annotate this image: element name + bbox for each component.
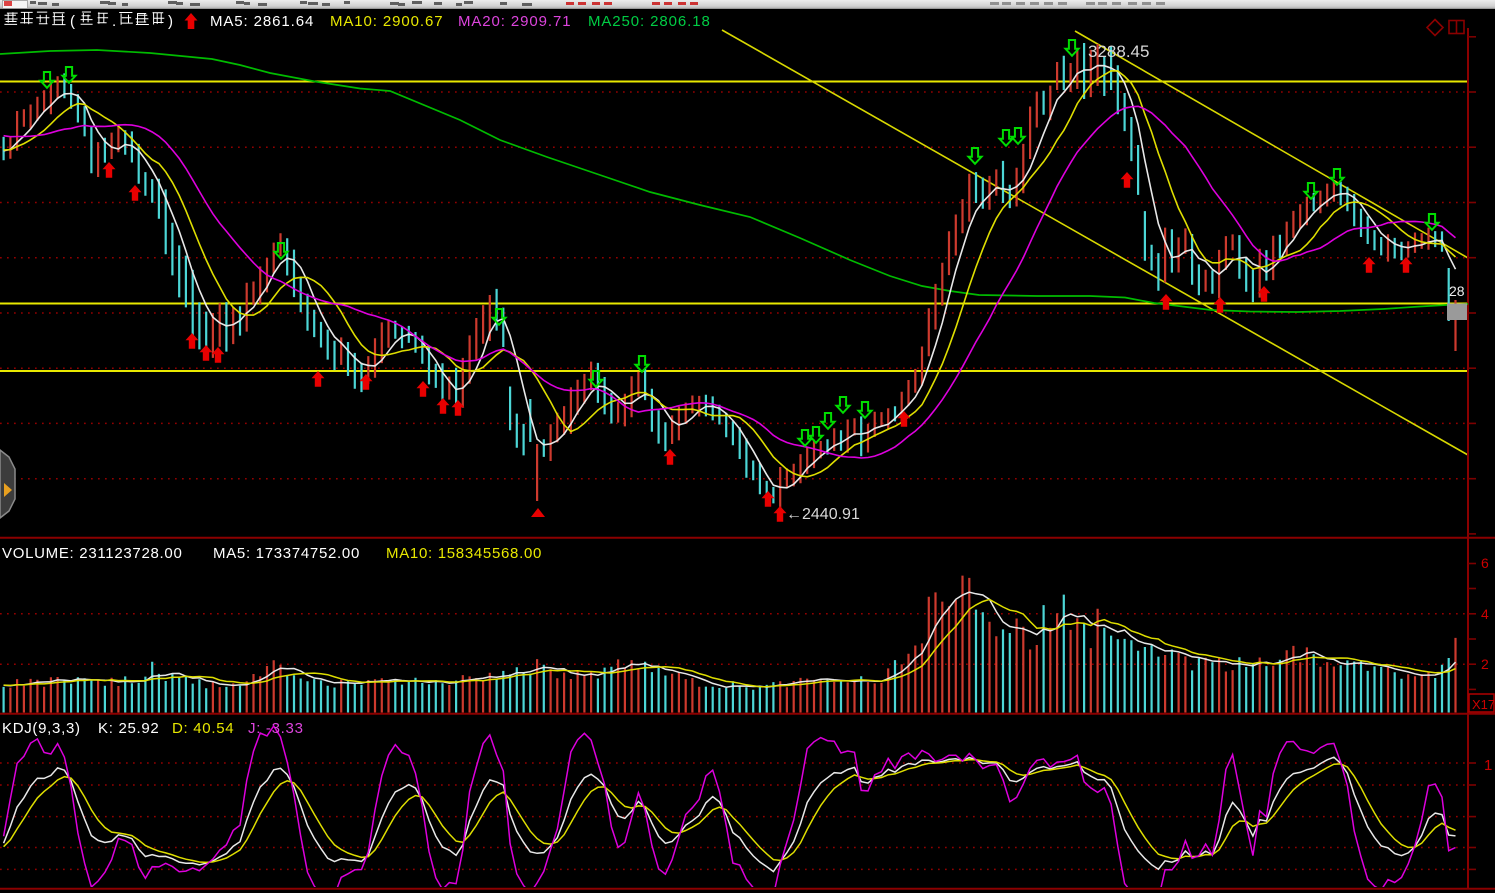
svg-text:6: 6 <box>1481 555 1489 571</box>
svg-text:MA10: 158345568.00: MA10: 158345568.00 <box>386 545 542 562</box>
svg-text:MA5: 173374752.00: MA5: 173374752.00 <box>213 545 360 562</box>
svg-text:MA5: 2861.64: MA5: 2861.64 <box>210 13 314 30</box>
svg-text:KDJ(9,3,3): KDJ(9,3,3) <box>2 720 81 737</box>
svg-text:X17: X17 <box>1472 697 1495 712</box>
svg-text:MA250: 2806.18: MA250: 2806.18 <box>588 13 711 30</box>
svg-text:MA20: 2909.71: MA20: 2909.71 <box>458 13 571 30</box>
svg-text:2: 2 <box>1481 656 1489 672</box>
svg-text:D: 40.54: D: 40.54 <box>172 720 234 737</box>
svg-text:4: 4 <box>1481 606 1489 622</box>
svg-text:J: -3.33: J: -3.33 <box>248 720 304 737</box>
svg-text:←2440.91: ←2440.91 <box>786 506 860 523</box>
svg-text:(: ( <box>70 13 75 30</box>
svg-text:28: 28 <box>1449 283 1465 299</box>
svg-text:): ) <box>168 13 173 30</box>
svg-text:MA10: 2900.67: MA10: 2900.67 <box>330 13 443 30</box>
svg-text:1: 1 <box>1484 757 1492 774</box>
svg-text:VOLUME: 231123728.00: VOLUME: 231123728.00 <box>2 545 183 562</box>
svg-text:.: . <box>112 13 116 30</box>
svg-text:3288.45: 3288.45 <box>1088 42 1149 61</box>
svg-text:K: 25.92: K: 25.92 <box>98 720 159 737</box>
